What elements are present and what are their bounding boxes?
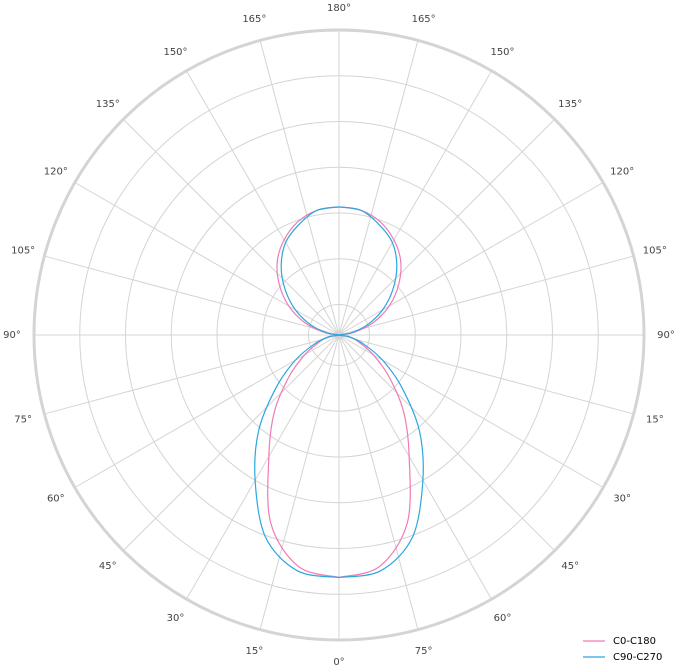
legend-label: C90-C270 [613, 652, 662, 663]
angle-label: 60° [494, 613, 512, 624]
angle-label: 135° [558, 99, 582, 110]
angle-label: 165° [412, 14, 436, 25]
angle-label: 45° [561, 561, 579, 572]
angle-label: 150° [490, 47, 514, 58]
angle-label: 180° [327, 3, 351, 14]
spoke [186, 334, 340, 600]
spoke [186, 70, 340, 336]
spoke [338, 334, 492, 600]
spoke [338, 255, 634, 336]
angle-label: 165° [242, 14, 266, 25]
spoke [259, 40, 340, 336]
grid-ring [170, 166, 508, 504]
angle-label: 60° [47, 494, 65, 505]
angle-label: 135° [96, 99, 120, 110]
angle-label: 120° [44, 167, 68, 178]
spoke [338, 334, 634, 415]
angle-label: 0° [333, 657, 344, 668]
spoke [122, 118, 340, 336]
angle-label: 45° [99, 561, 117, 572]
series-line [254, 206, 340, 579]
grid-ring [125, 121, 553, 549]
grid-ring [216, 212, 462, 458]
angle-label: 90° [3, 330, 21, 341]
angle-label: 120° [610, 167, 634, 178]
spoke [259, 334, 340, 630]
angle-label: 105° [643, 245, 667, 256]
spoke [338, 70, 492, 336]
spoke [44, 334, 340, 415]
grid-ring [308, 304, 370, 366]
spoke [122, 334, 340, 552]
angle-label: 150° [163, 47, 187, 58]
spoke [338, 118, 556, 336]
grid-ring [79, 75, 599, 595]
grid-ring [262, 258, 416, 412]
spoke [44, 255, 340, 336]
angle-label: 75° [14, 415, 32, 426]
spoke [338, 40, 419, 336]
grid-ring [32, 28, 646, 642]
angle-label: 30° [167, 613, 185, 624]
angle-label: 15° [245, 646, 263, 657]
angle-label: 30° [613, 494, 631, 505]
angle-label: 105° [11, 245, 35, 256]
legend-label: C0-C180 [613, 636, 656, 647]
series-line [338, 206, 411, 579]
angle-label: 90° [657, 330, 675, 341]
spoke [338, 334, 419, 630]
series-line [267, 206, 340, 579]
angle-label: 15° [646, 415, 664, 426]
angle-label: 75° [415, 646, 433, 657]
spoke [338, 334, 556, 552]
